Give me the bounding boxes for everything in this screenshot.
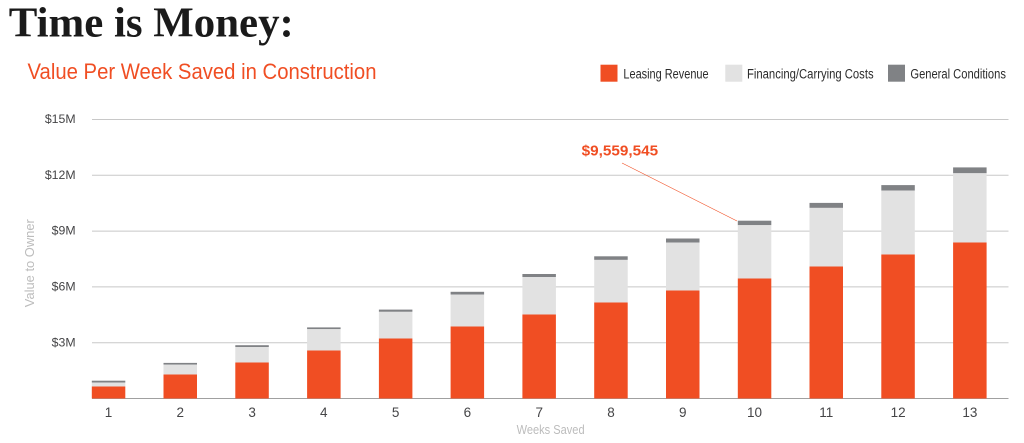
svg-text:$9,559,545: $9,559,545: [582, 142, 659, 159]
svg-text:Financing/Carrying Costs: Financing/Carrying Costs: [747, 67, 874, 83]
svg-text:Value Per Week Saved in Constr: Value Per Week Saved in Construction: [28, 59, 377, 84]
svg-text:Time is Money:: Time is Money:: [9, 0, 294, 47]
svg-text:6: 6: [464, 405, 472, 420]
svg-text:Value to Owner: Value to Owner: [23, 219, 37, 307]
svg-text:2: 2: [177, 405, 185, 420]
svg-text:13: 13: [962, 405, 977, 420]
svg-text:5: 5: [392, 405, 400, 420]
svg-text:9: 9: [679, 405, 687, 420]
svg-text:Leasing Revenue: Leasing Revenue: [623, 67, 708, 83]
svg-text:Weeks Saved: Weeks Saved: [517, 422, 585, 437]
svg-text:4: 4: [320, 405, 328, 420]
svg-text:10: 10: [747, 405, 762, 420]
svg-text:7: 7: [535, 405, 543, 420]
svg-text:$6M: $6M: [52, 280, 76, 294]
svg-text:8: 8: [607, 405, 615, 420]
svg-text:$15M: $15M: [45, 112, 76, 126]
svg-text:3: 3: [248, 405, 256, 420]
svg-text:$9M: $9M: [52, 224, 76, 238]
svg-text:12: 12: [891, 405, 906, 420]
svg-text:1: 1: [105, 405, 113, 420]
svg-text:General Conditions: General Conditions: [910, 67, 1006, 83]
svg-text:$3M: $3M: [52, 335, 76, 349]
svg-text:$12M: $12M: [45, 168, 76, 182]
svg-text:11: 11: [819, 405, 833, 420]
